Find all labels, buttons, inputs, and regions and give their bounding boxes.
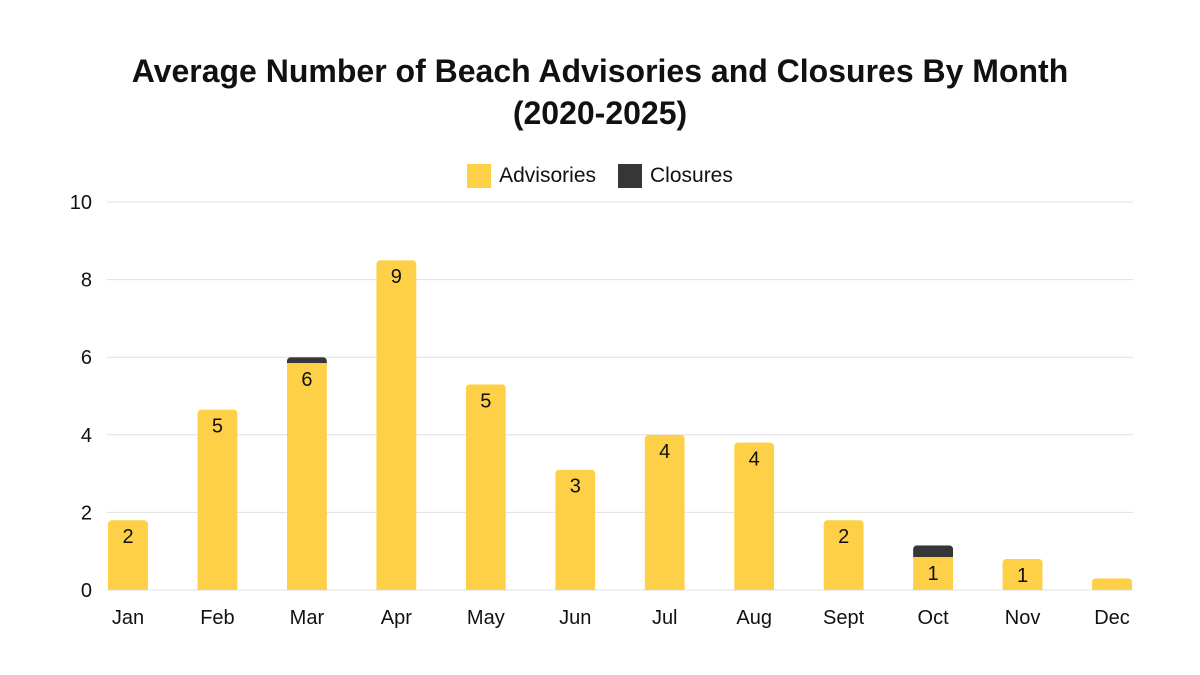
x-tick-label: Apr: [381, 607, 412, 629]
bar-advisories-sept: [823, 520, 864, 590]
x-tick-label: Feb: [200, 607, 234, 629]
bar-closures-mar: [286, 357, 327, 364]
data-label: 1: [1017, 565, 1028, 587]
bar-advisories-feb: [197, 409, 238, 590]
data-label: 9: [391, 266, 402, 288]
legend-item-closures[interactable]: Closures: [618, 164, 733, 188]
bar-advisories-oct: [913, 557, 954, 590]
x-tick-label: Aug: [736, 607, 772, 629]
y-tick-label: 10: [70, 192, 92, 214]
legend-label-advisories: Advisories: [499, 164, 596, 187]
data-label: 4: [659, 441, 670, 463]
data-label: 5: [212, 416, 223, 438]
bar-closures-oct: [913, 545, 954, 558]
legend-item-advisories[interactable]: Advisories: [467, 164, 596, 188]
chart-title: Average Number of Beach Advisories and C…: [0, 50, 1200, 134]
data-label: 4: [749, 449, 760, 471]
x-tick-label: May: [467, 607, 505, 629]
legend-swatch-closures: [618, 164, 642, 188]
chart-title-line-2: (2020-2025): [512, 95, 688, 131]
y-tick-label: 2: [81, 502, 92, 524]
x-tick-label: Jun: [559, 607, 591, 629]
y-tick-label: 4: [81, 425, 92, 447]
x-tick-label: Jul: [652, 607, 678, 629]
data-label: 1: [928, 563, 939, 585]
bar-advisories-mar: [286, 363, 327, 590]
legend-swatch-advisories: [467, 164, 492, 188]
data-label: 5: [480, 390, 491, 412]
y-tick-label: 8: [81, 270, 92, 292]
bar-advisories-jul: [644, 434, 685, 590]
x-tick-label: Dec: [1094, 607, 1130, 629]
x-tick-label: Sept: [823, 607, 865, 629]
x-tick-label: Nov: [1005, 607, 1041, 629]
bar-advisories-aug: [734, 442, 775, 590]
legend: Advisories Closures: [0, 164, 1200, 188]
bar-advisories-dec: [1092, 578, 1132, 590]
y-tick-label: 6: [81, 347, 92, 369]
x-tick-label: Mar: [290, 607, 325, 629]
y-tick-label: 0: [81, 580, 92, 602]
data-label: 2: [838, 526, 849, 548]
x-tick-label: Oct: [918, 607, 950, 629]
bar-advisories-nov: [1002, 558, 1043, 590]
data-label: 3: [570, 476, 581, 498]
chart-title-line-1: Average Number of Beach Advisories and C…: [131, 53, 1069, 89]
bar-advisories-jan: [108, 520, 148, 590]
bar-advisories-jun: [555, 469, 596, 590]
x-tick-label: Jan: [112, 607, 144, 629]
data-label: 6: [301, 369, 312, 391]
data-label: 2: [122, 526, 133, 548]
legend-label-closures: Closures: [650, 164, 733, 187]
bar-advisories-apr: [376, 260, 417, 590]
bar-advisories-may: [465, 384, 506, 590]
